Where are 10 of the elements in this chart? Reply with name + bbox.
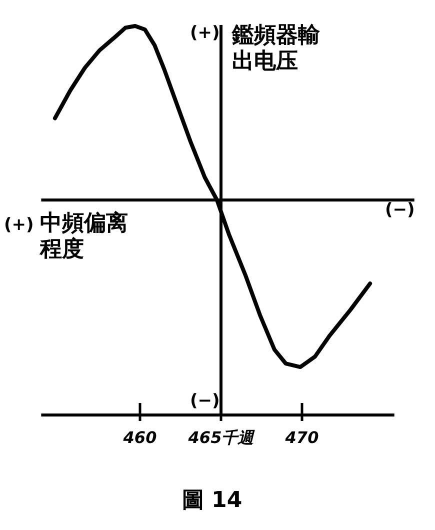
text: (+) (4, 215, 34, 235)
y-axis-title: 鑑頻器輸出电压 (231, 23, 321, 74)
x-axis-title: 中頻偏离程度 (39, 210, 128, 262)
x-tick-label: 470 (284, 428, 319, 447)
x-tick-label: 460 (122, 428, 157, 447)
caption: 圖 14 (182, 488, 242, 513)
x-tick-label: 465千週 (187, 428, 256, 447)
annotation: (−) (385, 200, 415, 220)
text: (−) (190, 391, 220, 411)
annotation: (+) (190, 23, 220, 43)
